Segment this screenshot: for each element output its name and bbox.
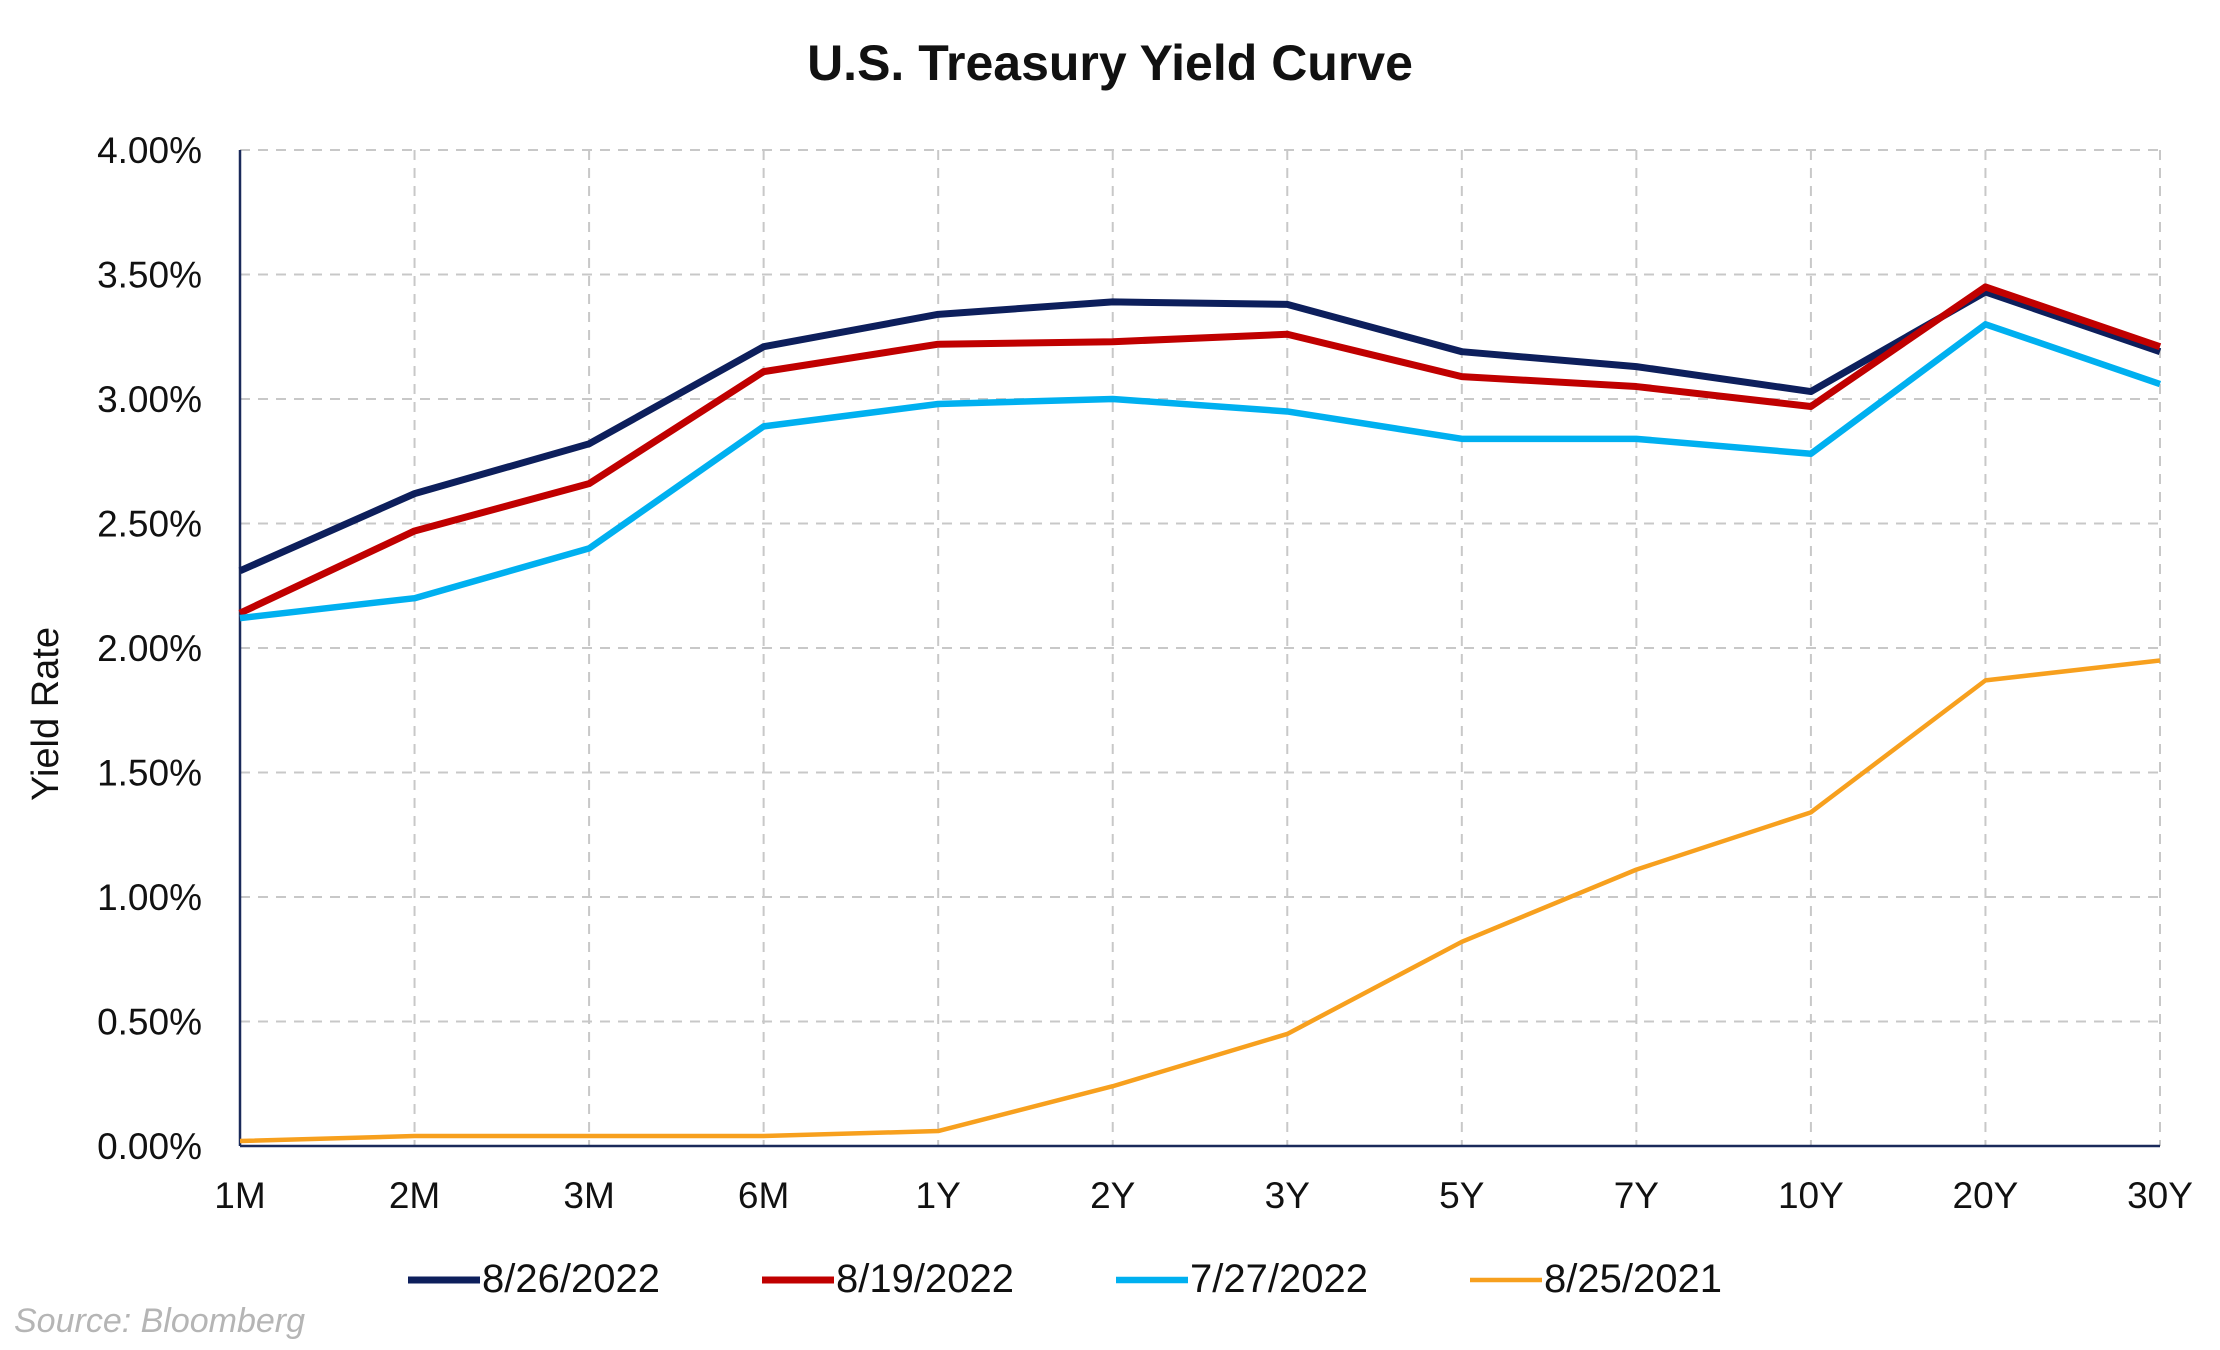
- series-line-8-25-2021: [239, 658, 2161, 1144]
- legend-label: 7/27/2022: [1190, 1257, 1368, 1301]
- y-tick-label: 1.50%: [97, 753, 202, 794]
- x-tick-label: 3Y: [1265, 1175, 1310, 1216]
- y-tick-label: 4.00%: [97, 130, 202, 171]
- y-tick-label: 3.00%: [97, 379, 202, 420]
- x-tick-label: 1Y: [916, 1175, 961, 1216]
- legend-label: 8/26/2022: [482, 1257, 660, 1301]
- y-tick-label: 0.50%: [97, 1002, 202, 1043]
- x-tick-label: 1M: [214, 1175, 265, 1216]
- y-tick-label: 3.50%: [97, 255, 202, 296]
- series-line-8-19-2022: [238, 283, 2162, 617]
- y-axis-label: Yield Rate: [25, 627, 67, 801]
- legend-label: 8/19/2022: [836, 1257, 1014, 1301]
- tick-labels: 0.00% 0.50% 1.00% 1.50% 2.00% 2.50% 3.00% 3.50%…: [97, 130, 2193, 1216]
- series-line-7-27-2022: [239, 321, 2162, 622]
- y-tick-label: 2.00%: [97, 628, 202, 669]
- x-tick-label: 10Y: [1778, 1175, 1844, 1216]
- legend-label: 8/25/2021: [1544, 1257, 1722, 1301]
- x-tick-label: 2Y: [1090, 1175, 1135, 1216]
- x-tick-label: 3M: [563, 1175, 614, 1216]
- x-tick-label: 2M: [389, 1175, 440, 1216]
- x-tick-label: 30Y: [2127, 1175, 2193, 1216]
- x-tick-label: 20Y: [1953, 1175, 2019, 1216]
- y-tick-label: 1.00%: [97, 877, 202, 918]
- series-lines: [238, 283, 2162, 1144]
- gridlines: [240, 149, 2161, 1146]
- legend: 8/26/2022 8/19/2022 7/27/2022 8/25/2021: [408, 1257, 1722, 1301]
- x-tick-label: 5Y: [1439, 1175, 1484, 1216]
- x-tick-label: 6M: [738, 1175, 789, 1216]
- axes: [238, 150, 2160, 1148]
- series-line-8-26-2022: [238, 288, 2162, 575]
- y-tick-label: 2.50%: [97, 504, 202, 545]
- y-tick-label: 0.00%: [97, 1126, 202, 1167]
- x-tick-label: 7Y: [1614, 1175, 1659, 1216]
- chart-title: U.S. Treasury Yield Curve: [807, 35, 1413, 91]
- source-note: Source: Bloomberg: [14, 1302, 305, 1340]
